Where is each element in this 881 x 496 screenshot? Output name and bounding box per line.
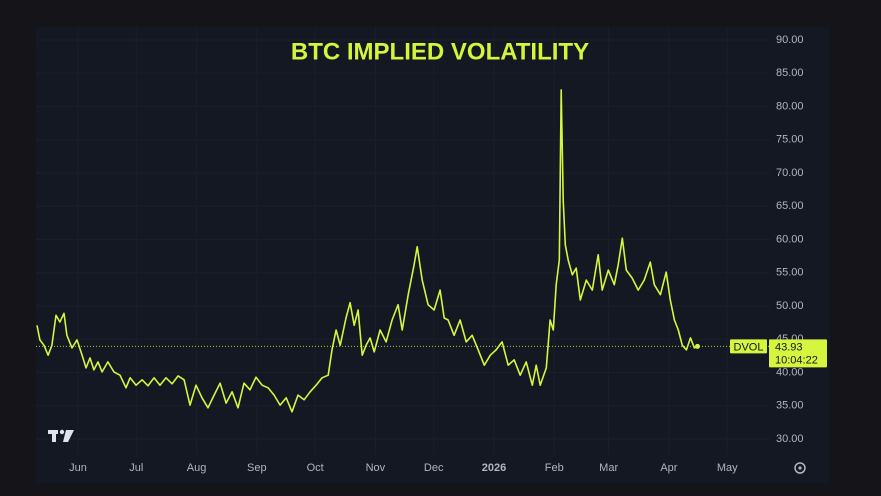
x-tick-label: Mar xyxy=(599,462,618,474)
x-tick-label: Apr xyxy=(660,462,677,474)
y-tick-label: 85.00 xyxy=(776,67,804,79)
y-tick-label: 55.00 xyxy=(776,267,804,279)
x-tick-label: Oct xyxy=(307,462,324,474)
y-tick-label: 70.00 xyxy=(776,167,804,179)
y-tick-label: 75.00 xyxy=(776,134,804,146)
chart-title: BTC IMPLIED VOLATILITY xyxy=(291,38,589,65)
x-tick-label: Feb xyxy=(545,462,564,474)
x-tick-label: Aug xyxy=(187,462,207,474)
y-tick-label: 65.00 xyxy=(776,200,804,212)
x-tick-label: Jun xyxy=(69,462,87,474)
y-tick-label: 90.00 xyxy=(776,34,804,46)
y-tick-label: 50.00 xyxy=(776,300,804,312)
series-name-box xyxy=(730,339,767,354)
y-tick-label: 30.00 xyxy=(776,433,804,445)
x-tick-label: 2026 xyxy=(482,462,506,474)
x-tick-label: May xyxy=(717,462,738,474)
y-tick-label: 80.00 xyxy=(776,100,804,112)
x-tick-label: Jul xyxy=(129,462,143,474)
tv-logo xyxy=(48,429,74,442)
series-line xyxy=(36,89,698,413)
x-tick-label: Dec xyxy=(424,462,444,474)
price-box xyxy=(769,339,827,368)
panel xyxy=(36,27,830,483)
countdown: 10:04:22 xyxy=(775,354,818,366)
y-tick-label: 40.00 xyxy=(776,366,804,378)
y-tick-label: 60.00 xyxy=(776,233,804,245)
y-tick-label: 35.00 xyxy=(776,400,804,412)
plot xyxy=(36,89,770,413)
price-label: 43.93 xyxy=(775,341,803,353)
last-point xyxy=(694,343,700,349)
grid xyxy=(36,27,770,455)
x-tick-label: Sep xyxy=(247,462,267,474)
settings-icon[interactable] xyxy=(794,462,806,474)
series-name: DVOL xyxy=(734,341,764,353)
x-tick-label: Nov xyxy=(366,462,386,474)
